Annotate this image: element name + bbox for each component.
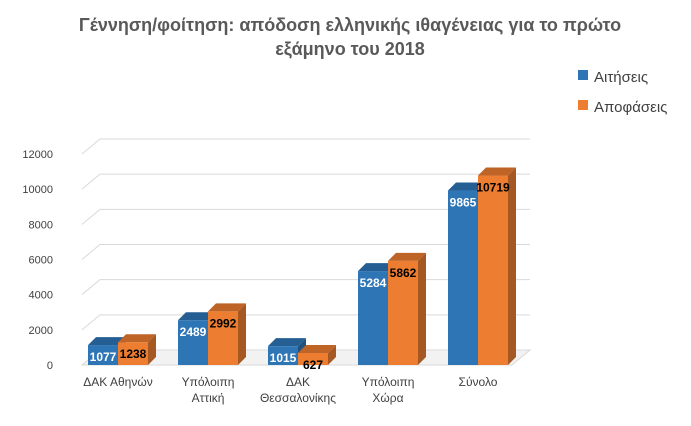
x-tick-label: ΔΑΚ Αθηνών — [83, 375, 152, 389]
x-tick-label: Υπόλοιπη — [362, 375, 415, 389]
data-label: 5284 — [360, 276, 387, 290]
legend-label: Αιτήσεις — [594, 69, 648, 86]
y-tick-label: 8000 — [29, 219, 53, 231]
data-label: 2992 — [210, 316, 237, 330]
y-tick-label: 10000 — [22, 184, 53, 196]
legend: Αιτήσεις Αποφάσεις — [578, 69, 667, 116]
data-label: 9865 — [450, 196, 477, 210]
legend-label: Αποφάσεις — [594, 99, 667, 116]
gridline — [81, 208, 530, 225]
legend-swatch — [578, 100, 588, 110]
x-tick-label: ΔΑΚ — [286, 375, 310, 389]
data-label: 1077 — [90, 350, 117, 364]
x-tick-label: Αττική — [192, 391, 225, 405]
y-axis: 0 2000 4000 6000 8000 10000 12000 — [22, 149, 53, 372]
y-tick-label: 4000 — [29, 290, 53, 302]
data-label: 1238 — [120, 347, 147, 361]
bar — [208, 303, 246, 365]
bar — [478, 167, 516, 365]
data-label: 627 — [303, 358, 323, 372]
x-tick-label: Σύνολο — [459, 375, 498, 389]
x-tick-label: Θεσσαλονίκης — [260, 391, 336, 405]
gridline — [81, 173, 530, 190]
y-tick-label: 0 — [47, 360, 53, 372]
gridline — [81, 244, 530, 260]
y-tick-label: 6000 — [29, 255, 53, 267]
legend-swatch — [578, 70, 588, 80]
x-tick-label: Χώρα — [372, 391, 403, 405]
chart-title-line-1: Γέννηση/φοίτηση: απόδοση ελληνικής ιθαγέ… — [79, 15, 621, 35]
bar — [298, 344, 336, 365]
x-axis: ΔΑΚ Αθηνών Υπόλοιπη Αττική ΔΑΚ Θεσσαλονίκης Υ… — [83, 375, 497, 405]
data-label: 2489 — [180, 325, 207, 339]
chart-title-line-2: εξάμηνο του 2018 — [275, 39, 424, 60]
x-tick-label: Υπόλοιπη — [182, 375, 235, 389]
data-label: 5862 — [390, 266, 417, 280]
bar — [118, 334, 156, 365]
gridline — [81, 138, 530, 155]
y-tick-label: 12000 — [22, 149, 53, 161]
data-label: 1015 — [270, 351, 297, 365]
y-tick-label: 2000 — [29, 325, 53, 337]
data-label: 10719 — [476, 181, 510, 195]
bar — [388, 252, 426, 365]
